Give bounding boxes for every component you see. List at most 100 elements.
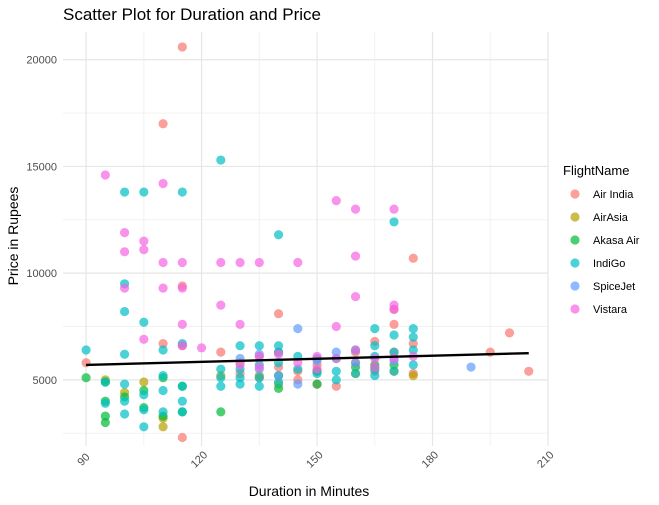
x-axis-title: Duration in Minutes [249, 483, 370, 499]
chart-title: Scatter Plot for Duration and Price [63, 5, 321, 24]
data-point [235, 257, 245, 268]
data-point [196, 343, 207, 353]
data-point [254, 373, 264, 383]
data-point [235, 341, 245, 351]
legend-label: IndiGo [593, 258, 625, 270]
data-point [139, 317, 149, 327]
data-point [331, 381, 341, 391]
data-point [524, 366, 534, 376]
x-axis-ticks: 90 120 150 180 210 [75, 449, 556, 470]
data-point [370, 324, 380, 334]
data-point [254, 257, 264, 268]
data-point [273, 309, 284, 319]
data-point [81, 345, 91, 355]
data-point [350, 358, 361, 368]
data-point [177, 319, 187, 329]
data-point [139, 422, 149, 432]
data-point [216, 300, 226, 310]
data-point [293, 257, 303, 268]
data-point [331, 366, 341, 376]
data-point [235, 319, 245, 329]
data-point [273, 349, 284, 359]
x-tick-label: 210 [535, 449, 556, 470]
data-point [100, 417, 110, 428]
legend-swatch [570, 304, 580, 314]
data-point [100, 377, 110, 387]
y-tick-label: 5000 [33, 375, 57, 387]
data-point [216, 381, 226, 391]
data-point [254, 381, 264, 391]
trend-line-group [86, 351, 529, 367]
data-point [119, 247, 130, 257]
data-point [389, 347, 399, 357]
data-point [370, 362, 380, 372]
data-point [139, 236, 149, 246]
legend-swatch [570, 281, 580, 291]
legend-swatch [570, 258, 580, 268]
data-point [350, 251, 361, 261]
data-point [293, 379, 303, 389]
data-point [158, 385, 168, 396]
data-point [119, 227, 130, 238]
data-point [119, 306, 130, 317]
legend-label: Akasa Air [593, 235, 640, 247]
data-point [158, 345, 168, 355]
data-point [235, 379, 245, 389]
data-point [408, 370, 418, 381]
grid [63, 32, 549, 446]
y-tick-label: 20000 [26, 55, 57, 67]
legend-label: Vistara [593, 304, 628, 316]
data-point [466, 362, 476, 372]
legend-label: Air India [593, 189, 634, 201]
data-point [370, 341, 380, 351]
data-point [389, 353, 399, 364]
data-point [177, 341, 187, 351]
series-indigo [81, 155, 418, 432]
y-axis-title: Price in Rupees [5, 187, 21, 286]
data-point [139, 405, 149, 415]
trend-line [86, 351, 529, 367]
data-point [119, 379, 130, 389]
series-air-india [81, 42, 534, 443]
data-point [370, 370, 380, 381]
data-point [350, 204, 361, 214]
data-point [408, 253, 418, 263]
x-tick-label: 90 [75, 451, 92, 468]
data-point [216, 155, 226, 165]
data-point [81, 373, 91, 383]
data-point [273, 230, 284, 240]
data-point [254, 362, 264, 372]
legend-label: SpiceJet [593, 281, 635, 293]
data-point [158, 407, 168, 417]
data-point [389, 217, 399, 227]
data-point [389, 304, 399, 315]
data-point [331, 321, 341, 332]
data-point [139, 334, 149, 344]
data-point [312, 379, 322, 389]
data-point [408, 360, 418, 370]
legend-title: FlightName [563, 163, 629, 178]
legend-item: IndiGo [570, 258, 625, 270]
x-tick-label: 150 [304, 449, 325, 470]
y-axis-ticks: 5000 10000 15000 20000 [26, 55, 57, 387]
data-point [389, 366, 399, 376]
data-point [293, 324, 303, 334]
data-point [177, 283, 187, 293]
data-point [158, 338, 168, 349]
data-point [119, 349, 130, 359]
data-point [389, 330, 399, 340]
data-point [177, 42, 187, 52]
data-point [139, 377, 149, 387]
legend-item: Air India [570, 189, 634, 201]
legend-label: AirAsia [593, 212, 629, 224]
data-points [81, 42, 534, 443]
data-point [158, 178, 168, 189]
data-point [177, 381, 187, 391]
data-point [331, 347, 341, 357]
data-point [331, 375, 341, 385]
data-point [139, 390, 149, 400]
legend-item: Akasa Air [570, 235, 640, 247]
y-tick-label: 10000 [26, 268, 57, 280]
data-point [408, 332, 418, 342]
